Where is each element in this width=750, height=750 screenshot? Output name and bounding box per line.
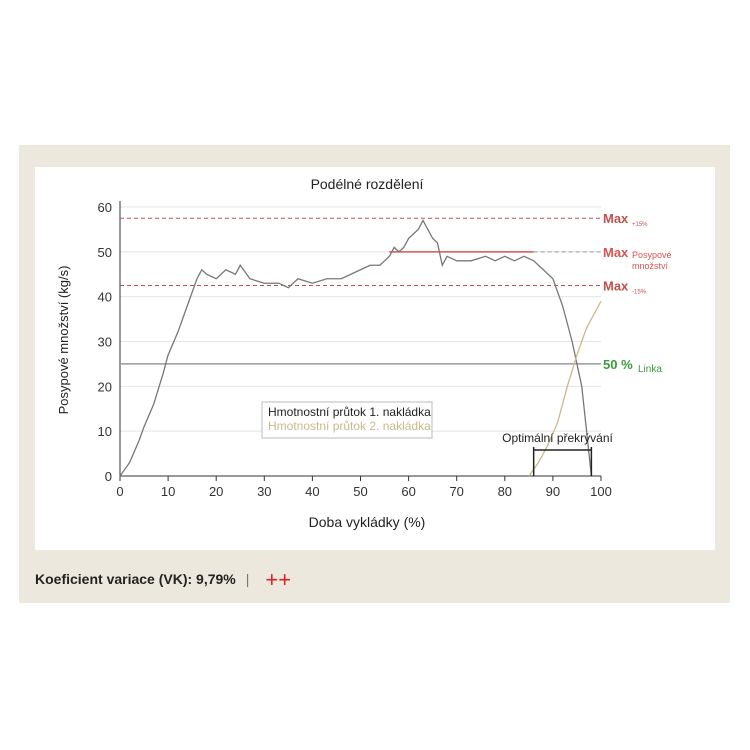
reference-label: Max	[603, 278, 629, 293]
y-axis-label: Posypové množství (kg/s)	[56, 266, 71, 415]
variation-coefficient: Koeficient variace (VK): 9,79%	[35, 571, 236, 587]
y-tick-label: 50	[98, 245, 112, 260]
reference-sublabel: -15%	[632, 289, 647, 295]
y-tick-label: 10	[98, 424, 112, 439]
annotation-label: Optimální překrývání	[502, 431, 613, 445]
y-tick-label: 20	[98, 379, 112, 394]
legend-box	[261, 401, 433, 439]
y-tick-label: 40	[98, 290, 112, 305]
y-tick-label: 30	[98, 335, 112, 350]
x-tick-label: 0	[116, 484, 123, 499]
footer: Koeficient variace (VK): 9,79% | ++	[35, 567, 291, 593]
series-line-1	[119, 219, 593, 477]
reference-sublabel: Posypové množství	[632, 250, 672, 271]
x-tick-label: 90	[546, 484, 560, 499]
legend-entry: Hmotnostní průtok 2. nakládka	[268, 419, 431, 433]
chart-container	[35, 167, 715, 550]
x-tick-label: 50	[353, 484, 367, 499]
reference-sublabel: Linka	[638, 364, 662, 375]
reference-sublabel: +15%	[632, 222, 648, 228]
separator: |	[245, 571, 250, 587]
x-tick-label: 80	[498, 484, 512, 499]
x-tick-label: 30	[257, 484, 271, 499]
x-tick-label: 60	[401, 484, 415, 499]
series-line-2	[528, 300, 602, 477]
reference-label: 50 %	[603, 357, 633, 372]
reference-label: Max	[603, 245, 629, 260]
chart-title: Podélné rozdělení	[311, 176, 424, 192]
legend-entry: Hmotnostní průtok 1. nakládka	[268, 405, 431, 419]
x-tick-label: 20	[209, 484, 223, 499]
x-tick-label: 10	[161, 484, 175, 499]
y-tick-label: 0	[105, 469, 112, 484]
rating: ++	[265, 567, 292, 592]
x-axis-label: Doba vykládky (%)	[309, 514, 426, 530]
x-tick-label: 40	[305, 484, 319, 499]
x-tick-label: 100	[590, 484, 612, 499]
x-tick-label: 70	[449, 484, 463, 499]
reference-label: Max	[603, 211, 629, 226]
y-tick-label: 60	[98, 200, 112, 215]
